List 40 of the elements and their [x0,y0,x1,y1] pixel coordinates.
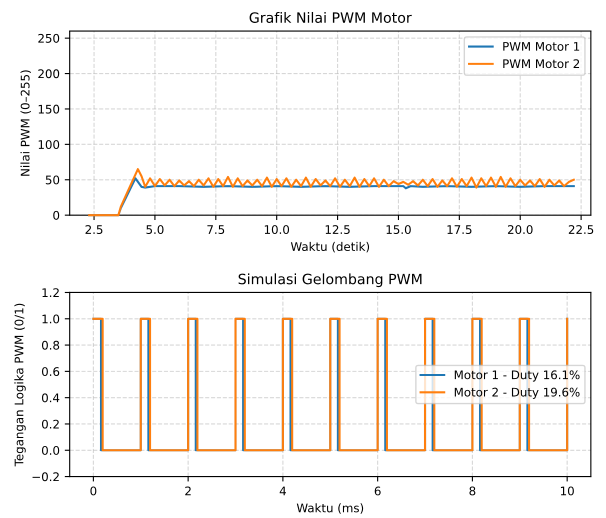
y-tick-label: 100 [38,140,60,150]
x-tick-label: 5.0 [146,225,164,234]
x-tick-label: 22.5 [568,225,594,234]
x-tick-label: 15.0 [386,225,411,234]
x-tick-label: 2.5 [86,225,102,234]
legend-label: Motor 1 - Duty 16.1% [454,370,580,382]
y-tick-label: 0.0 [42,446,60,455]
y-tick-label: 1.2 [42,288,59,297]
x-tick-label: 12.5 [326,225,350,234]
x-tick-label: 10 [560,486,574,496]
y-tick-label: 250 [38,34,60,43]
y-tick-label: 50 [46,175,60,184]
x-tick-label: 10.0 [264,225,290,234]
legend-label: PWM Motor 2 [503,59,580,68]
y-tick-label: 1.0 [42,314,60,324]
x-tick-label: 6 [374,486,381,496]
x-tick-label: 4 [280,486,286,496]
chart-title: Simulasi Gelombang PWM [238,273,422,288]
x-tick-label: 7.5 [207,225,224,234]
x-tick-label: 0 [90,486,96,496]
y-tick-label: −0.2 [32,472,59,482]
y-tick-label: 0.2 [42,420,59,429]
line-series [88,168,575,216]
x-tick-label: 20.0 [508,225,533,234]
y-axis-title: Tegangan Logika PWM (0/1) [14,304,26,466]
y-tick-label: 0.8 [42,340,60,350]
y-tick-label: 0.6 [42,367,60,376]
x-tick-label: 8 [469,486,476,496]
y-tick-label: 0 [53,210,60,220]
legend-label: Motor 2 - Duty 19.6% [454,388,580,399]
x-tick-label: 17.5 [447,225,472,234]
chart-title: Grafik Nilai PWM Motor [250,12,412,23]
y-tick-label: 150 [38,104,60,114]
y-tick-label: 200 [38,69,60,78]
x-axis-title: Waktu (detik) [290,242,370,252]
y-axis-title: Nilai PWM (0–255) [20,70,31,176]
x-tick-label: 2 [185,486,191,496]
x-axis-title: Waktu (ms) [296,503,364,514]
y-tick-label: 0.4 [42,393,60,402]
legend-label: PWM Motor 1 [503,42,580,51]
